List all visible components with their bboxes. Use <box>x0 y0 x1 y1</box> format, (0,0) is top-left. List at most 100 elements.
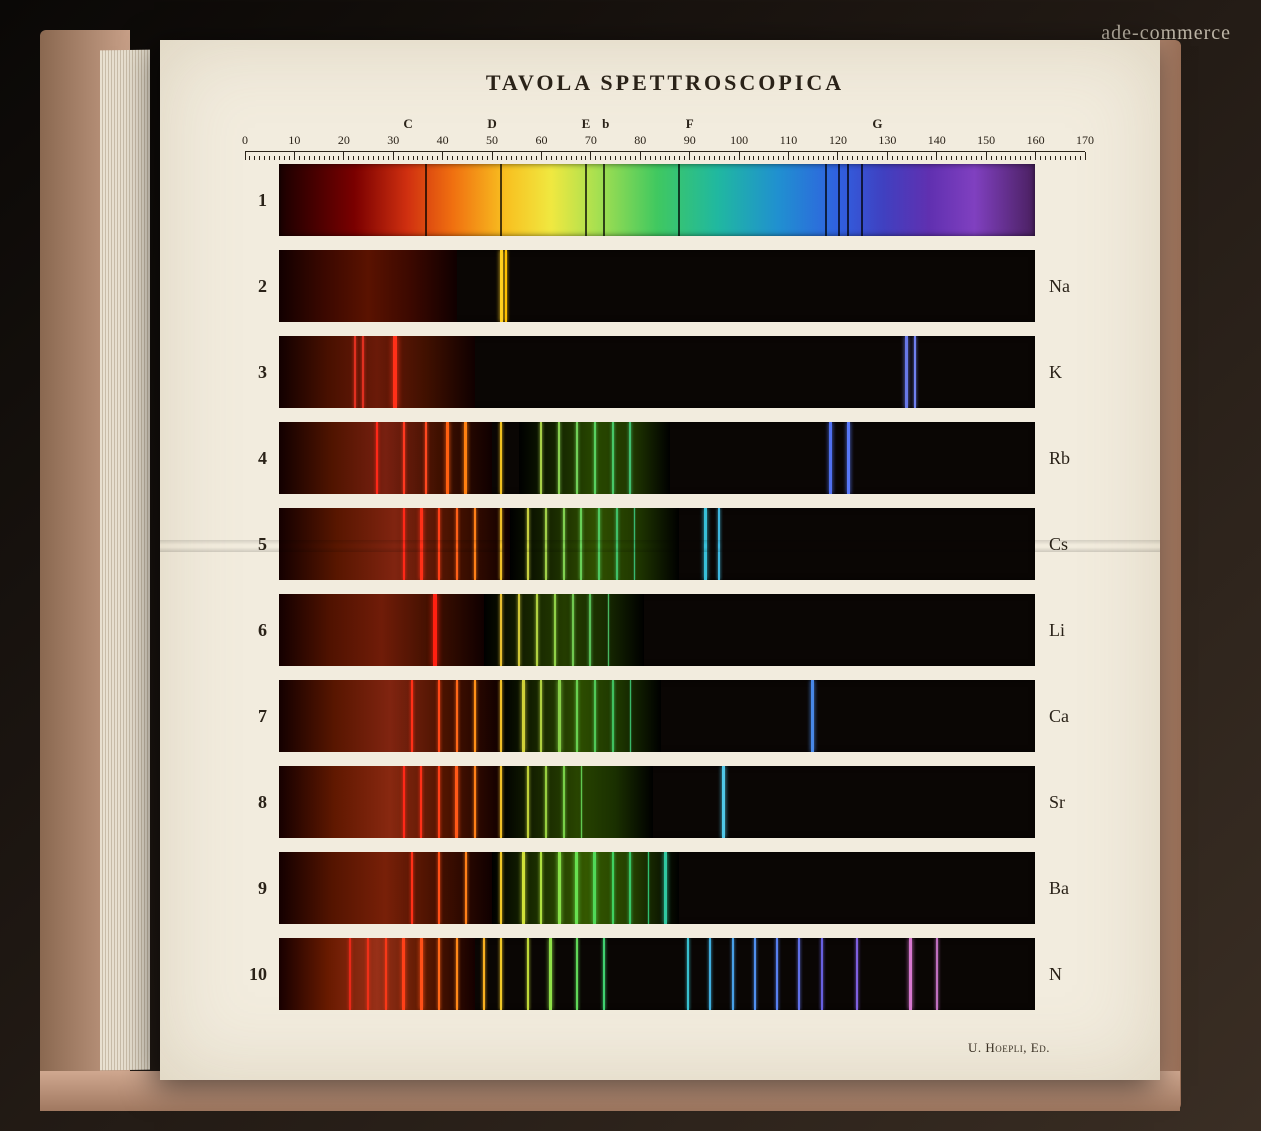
scale-tick-major <box>343 152 344 160</box>
scale-tick-minor <box>506 156 507 160</box>
spectrum-glow <box>492 852 679 924</box>
emission-line <box>500 250 503 322</box>
emission-line <box>563 766 565 838</box>
emission-line <box>500 766 502 838</box>
scale-tick-minor <box>314 156 315 160</box>
emission-line <box>634 508 635 580</box>
scale-tick-minor <box>818 156 819 160</box>
emission-line <box>456 938 458 1010</box>
emission-line <box>433 594 437 666</box>
scale-tick-minor <box>897 156 898 160</box>
emission-line <box>798 938 800 1010</box>
spectrum-strip <box>279 852 1035 924</box>
scale-tick-minor <box>309 156 310 160</box>
emission-line <box>474 680 476 752</box>
scale-tick-minor <box>526 156 527 160</box>
scale-tick-label: 20 <box>338 133 350 148</box>
emission-line <box>612 852 614 924</box>
scale-tick-minor <box>1075 156 1076 160</box>
scale-tick-minor <box>329 156 330 160</box>
scale-tick-minor <box>684 156 685 160</box>
emission-line <box>847 422 850 494</box>
spectrum-glow <box>279 336 475 408</box>
emission-line <box>522 680 525 752</box>
spectrum-row: 3K <box>245 336 1085 408</box>
emission-line <box>612 422 614 494</box>
scale-tick-major <box>1085 152 1086 160</box>
scale-tick-minor <box>422 156 423 160</box>
scale-tick-minor <box>447 156 448 160</box>
emission-line <box>420 508 423 580</box>
emission-line <box>376 422 378 494</box>
scale-tick-minor <box>482 156 483 160</box>
emission-line <box>367 938 369 1010</box>
scale-tick-minor <box>531 156 532 160</box>
emission-line <box>411 852 413 924</box>
scale-tick-label: 40 <box>437 133 449 148</box>
emission-line <box>558 680 561 752</box>
scale-tick-minor <box>749 156 750 160</box>
emission-line <box>349 938 351 1010</box>
scale-tick-minor <box>813 156 814 160</box>
scale-baseline <box>245 151 1085 152</box>
scale-tick-minor <box>467 156 468 160</box>
spectrum-strip <box>279 164 1035 236</box>
scale-tick-minor <box>852 156 853 160</box>
scale-tick-label: 60 <box>535 133 547 148</box>
emission-line <box>648 852 649 924</box>
emission-line <box>580 508 582 580</box>
scale-tick-label: 120 <box>829 133 847 148</box>
emission-line <box>456 680 458 752</box>
emission-line <box>776 938 778 1010</box>
wavelength-scale: 0102030405060708090100110120130140150160… <box>245 128 1085 162</box>
scale-tick-label: 30 <box>387 133 399 148</box>
spectrum-glow <box>279 852 492 924</box>
scale-tick-minor <box>413 156 414 160</box>
emission-line <box>527 766 529 838</box>
scale-tick-minor <box>823 156 824 160</box>
scale-tick-major <box>393 152 394 160</box>
scale-tick-major <box>936 152 937 160</box>
emission-line <box>500 508 502 580</box>
plate-title: TAVOLA SPETTROSCOPICA <box>230 70 1100 96</box>
scale-tick-minor <box>674 156 675 160</box>
scale-tick-minor <box>284 156 285 160</box>
emission-line <box>464 422 467 494</box>
emission-line <box>575 852 578 924</box>
scale-tick-minor <box>571 156 572 160</box>
scale-tick-label: 70 <box>585 133 597 148</box>
emission-line <box>576 680 578 752</box>
emission-line <box>914 336 916 408</box>
scale-tick-minor <box>403 156 404 160</box>
scale-tick-minor <box>645 156 646 160</box>
scale-tick-major <box>492 152 493 160</box>
emission-line <box>403 508 405 580</box>
spectrum-strip <box>279 766 1035 838</box>
scale-tick-label: 150 <box>977 133 995 148</box>
scale-tick-minor <box>1070 156 1071 160</box>
emission-line <box>718 508 720 580</box>
scale-tick-minor <box>763 156 764 160</box>
scale-tick-minor <box>783 156 784 160</box>
element-symbol: N <box>1035 964 1085 985</box>
emission-line <box>420 938 423 1010</box>
emission-line <box>438 852 440 924</box>
scale-tick-minor <box>319 156 320 160</box>
scale-tick-minor <box>383 156 384 160</box>
scale-tick-label: 80 <box>634 133 646 148</box>
scale-tick-minor <box>1010 156 1011 160</box>
scale-tick-minor <box>744 156 745 160</box>
emission-line <box>687 938 689 1010</box>
scale-tick-minor <box>254 156 255 160</box>
emission-line <box>518 594 520 666</box>
scale-tick-label: 170 <box>1076 133 1094 148</box>
emission-line <box>629 422 631 494</box>
scale-tick-major <box>1035 152 1036 160</box>
spectra-chart: CDEbFG 010203040506070809010011012013014… <box>245 110 1085 1010</box>
spectrum-glow <box>501 680 661 752</box>
scale-tick-minor <box>709 156 710 160</box>
scale-tick-minor <box>971 156 972 160</box>
emission-line <box>616 508 618 580</box>
scale-tick-major <box>788 152 789 160</box>
emission-line <box>474 766 476 838</box>
